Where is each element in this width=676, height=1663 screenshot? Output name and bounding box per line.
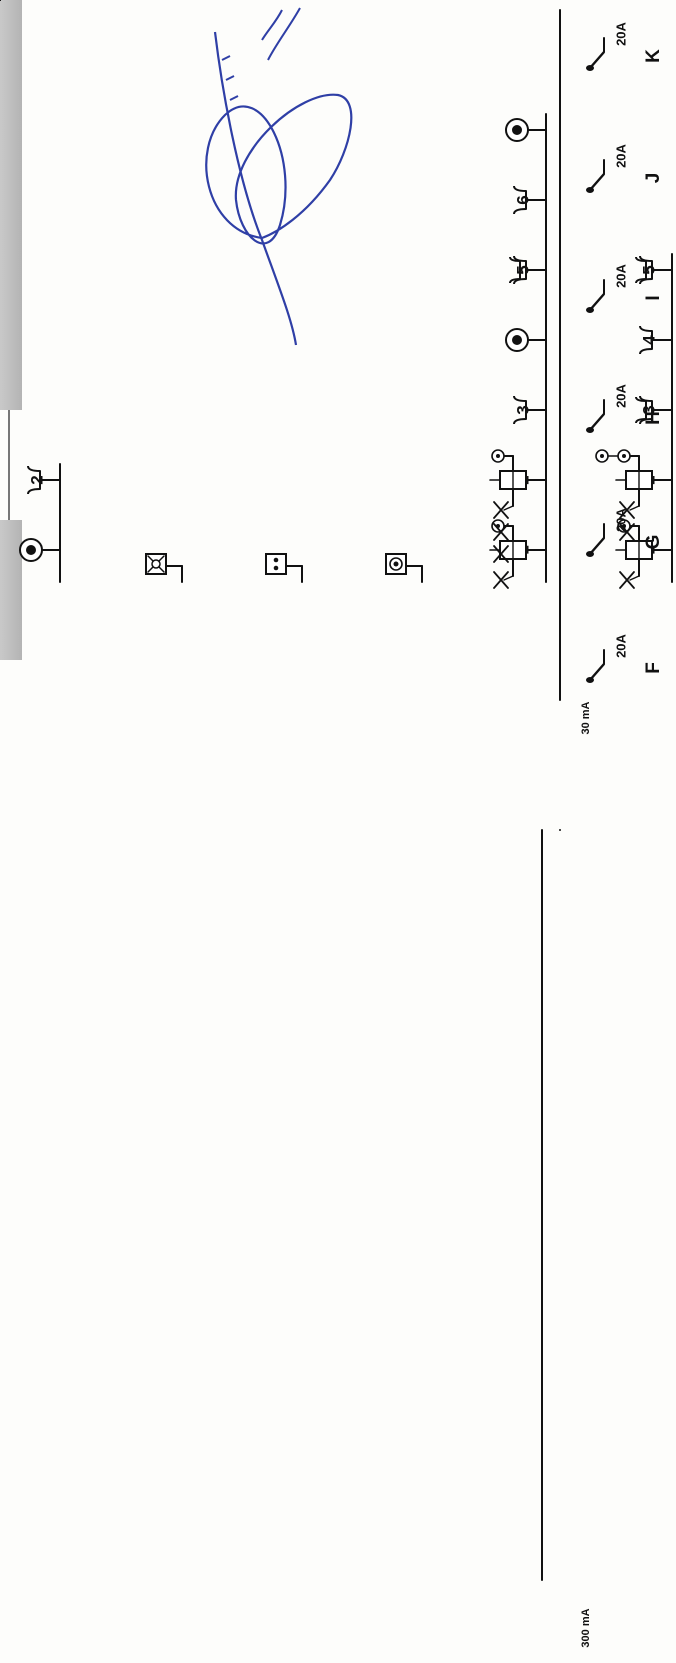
breaker-icon [586, 399, 605, 433]
breaker-icon [586, 159, 605, 193]
circuit-id: F [643, 662, 664, 674]
circuit-g: G20A1234567 [0, 0, 664, 589]
outlet-number: 5 [639, 265, 658, 274]
circuit-id: J [643, 173, 664, 184]
circuit-v: V20A12345678 [0, 0, 1, 1]
circuit-id: K [643, 49, 664, 63]
socket-icon [513, 185, 535, 215]
breaker-icon [586, 279, 605, 313]
box-ring-icon [385, 553, 423, 575]
circuit-id: G [643, 535, 664, 550]
circuit-h: H 20A [385, 383, 664, 583]
lamp-icon [505, 118, 535, 142]
switch-triple-icon [489, 449, 535, 563]
signature-icon [205, 7, 353, 346]
circuit-k: K20A12 [0, 0, 664, 583]
outlet-number: 6 [513, 195, 532, 204]
circuit-u: U20A1234567 [0, 0, 1, 1]
lamp-icon [19, 538, 49, 562]
switch-single-icon [489, 519, 535, 589]
outlet-number: 4 [639, 335, 658, 345]
breaker-rating: 20A [613, 263, 628, 287]
box-dots-icon [265, 553, 303, 575]
circuit-j: J 20A [145, 143, 664, 583]
lamp-icon [505, 328, 535, 352]
breaker-rating: 20A [613, 633, 628, 657]
socket-double-icon [635, 395, 661, 425]
panel-connector [8, 410, 10, 520]
outlet-number: 5 [513, 265, 532, 274]
breaker-rating: 20A [613, 143, 628, 167]
switch-double-icon [595, 449, 661, 541]
outlet-number: 3 [513, 405, 532, 414]
circuit-w: W20A12345678 [0, 0, 1, 1]
breaker-rating: 20A [613, 507, 628, 531]
socket-double-icon [509, 255, 535, 285]
switch-single-icon [615, 519, 661, 589]
breaker-icon [586, 649, 605, 683]
breaker-rating: 20A [613, 383, 628, 407]
circuit-i: I 20A [265, 263, 664, 583]
breaker-icon [586, 37, 605, 71]
panel-scan-edge-lower [0, 520, 22, 660]
outlet-number: 2 [27, 475, 46, 484]
circuit-id: H [643, 411, 664, 425]
outlet-number: 3 [639, 405, 658, 414]
socket-double-icon [635, 255, 661, 285]
socket-icon [513, 395, 535, 425]
breaker-icon [586, 523, 605, 557]
rcd-label-300ma: 300 mA [580, 1608, 592, 1647]
circuit-id: I [643, 295, 664, 300]
socket-icon [639, 325, 661, 355]
circuit-f: F20A12345 [0, 0, 673, 683]
socket-icon [27, 465, 49, 495]
rcd-label-30ma: 30 mA [580, 701, 592, 734]
box-cross-icon [145, 553, 183, 575]
panel-scan-edge [0, 0, 22, 410]
breaker-rating: 20A [613, 21, 628, 45]
